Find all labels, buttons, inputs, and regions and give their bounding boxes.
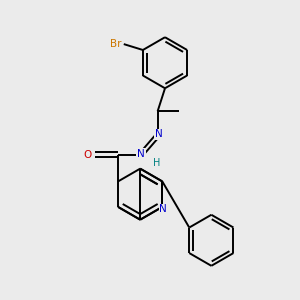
Text: N: N	[155, 130, 163, 140]
Text: O: O	[83, 150, 91, 160]
Text: N: N	[159, 204, 167, 214]
Text: H: H	[153, 158, 160, 168]
Text: Br: Br	[110, 39, 121, 49]
Text: N: N	[137, 148, 145, 159]
